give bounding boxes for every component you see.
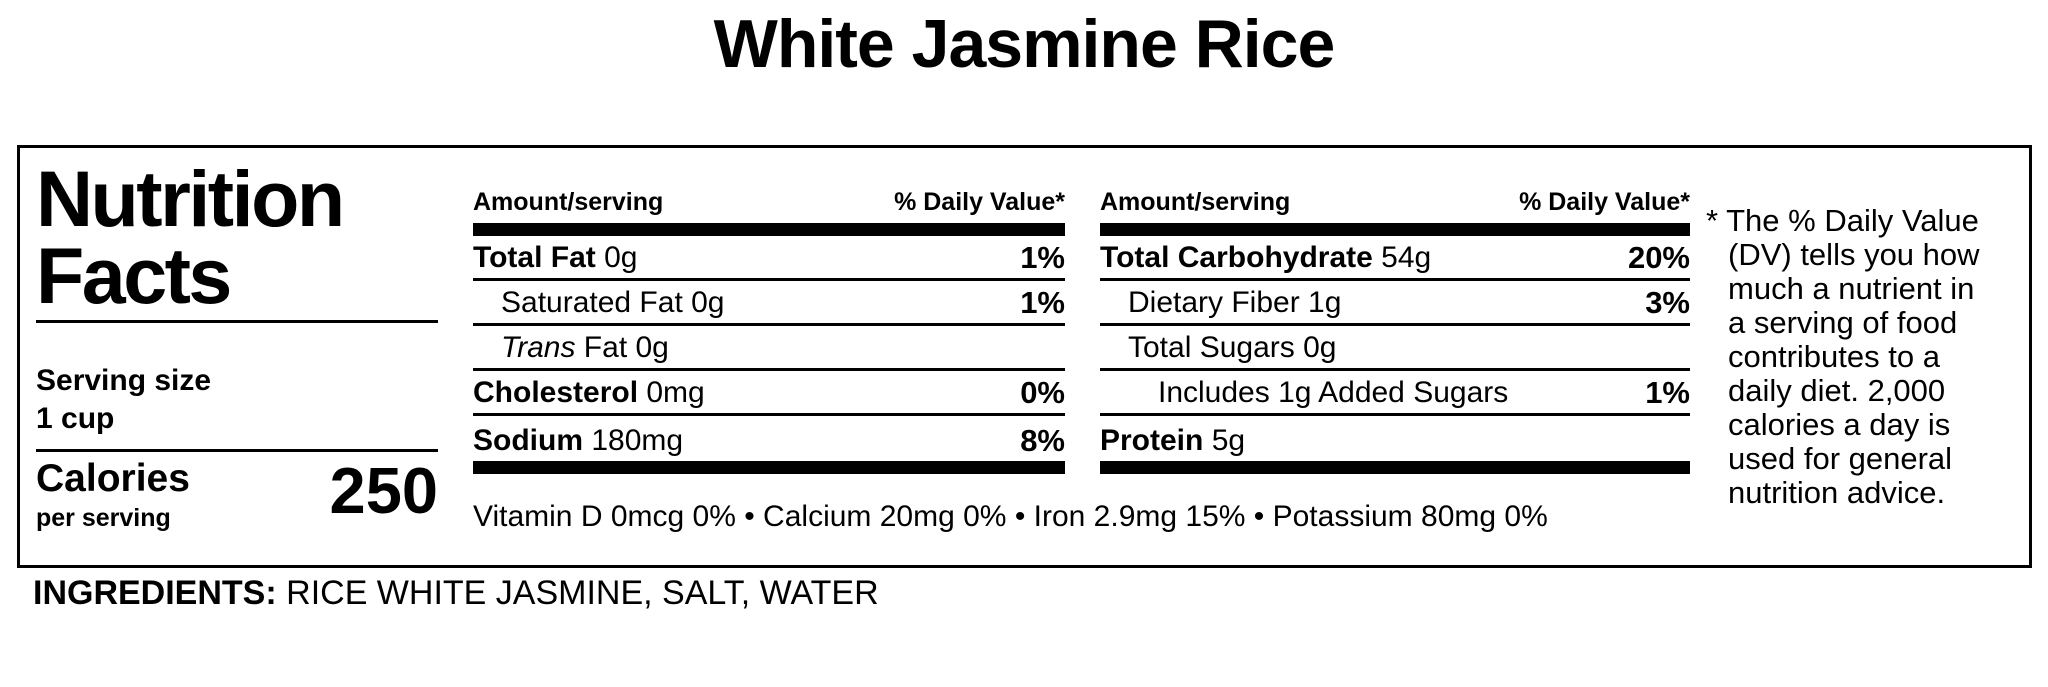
calories-label: Calories — [36, 457, 190, 500]
thick-bar — [1100, 223, 1690, 236]
dv-footnote: * The % Daily Value (DV) tells you how m… — [1706, 203, 1980, 510]
nutrient-name: Includes 1g Added Sugars — [1158, 376, 1509, 409]
vitamin-line: Vitamin D 0mcg 0% • Calcium 20mg 0% • Ir… — [473, 500, 1548, 533]
serving-size-value: 1 cup — [36, 402, 115, 435]
nutrient-name: Protein 5g — [1100, 424, 1246, 457]
thick-bar — [473, 223, 1065, 236]
nutrient-name: Total Sugars 0g — [1128, 331, 1337, 364]
nutrient-row-cholesterol: Cholesterol 0mg 0% — [473, 371, 1065, 416]
nutrient-row-total-carbohydrate: Total Carbohydrate 54g 20% — [1100, 236, 1690, 281]
ingredients-line: INGREDIENTS: RICE WHITE JASMINE, SALT, W… — [33, 574, 879, 612]
divider-rule — [36, 320, 438, 323]
amount-serving-header: Amount/serving — [1100, 188, 1291, 216]
nutrient-column-1: Amount/serving % Daily Value* Total Fat 0… — [473, 148, 1065, 565]
ingredients-label: INGREDIENTS: — [33, 574, 277, 612]
nutrient-rows: Total Fat 0g 1% Saturated Fat 0g 1% Trans … — [473, 236, 1065, 461]
column-header: Amount/serving % Daily Value* — [473, 148, 1065, 223]
thick-bar — [1100, 461, 1690, 474]
nutrient-dv: 1% — [1020, 285, 1065, 320]
serving-size-block: Serving size 1 cup — [36, 362, 211, 438]
heading-line-1: Nutrition — [36, 154, 345, 243]
column-header: Amount/serving % Daily Value* — [1100, 148, 1690, 223]
daily-value-header: % Daily Value* — [1519, 188, 1690, 216]
daily-value-header: % Daily Value* — [894, 188, 1065, 216]
heading-line-2: Facts — [36, 231, 232, 320]
nutrient-name: Total Carbohydrate 54g — [1100, 241, 1432, 274]
nutrition-label: Nutrition Facts Serving size 1 cup Calorie… — [17, 145, 2032, 568]
product-title: White Jasmine Rice — [713, 6, 1336, 82]
nutrient-row-trans-fat: Trans Fat 0g — [473, 326, 1065, 371]
nutrient-name: Total Fat 0g — [473, 241, 638, 274]
nutrient-dv: 1% — [1645, 375, 1690, 410]
nutrient-row-saturated-fat: Saturated Fat 0g 1% — [473, 281, 1065, 326]
serving-size-label: Serving size — [36, 364, 212, 397]
calories-value: 250 — [329, 454, 438, 527]
nutrient-column-2: Amount/serving % Daily Value* Total Carbo… — [1100, 148, 1690, 565]
nutrient-dv: 8% — [1020, 423, 1065, 458]
calories-sublabel: per serving — [36, 504, 171, 532]
amount-serving-header: Amount/serving — [473, 188, 664, 216]
ingredients-value: RICE WHITE JASMINE, SALT, WATER — [276, 574, 879, 612]
thick-bar — [473, 461, 1065, 474]
nutrient-name: Dietary Fiber 1g — [1128, 286, 1342, 319]
nutrient-dv: 20% — [1627, 240, 1690, 275]
nutrient-row-total-sugars: Total Sugars 0g — [1100, 326, 1690, 371]
nutrient-row-added-sugars: Includes 1g Added Sugars 1% — [1100, 371, 1690, 416]
nutrient-row-total-fat: Total Fat 0g 1% — [473, 236, 1065, 281]
nutrient-name: Sodium 180mg — [473, 424, 684, 457]
divider-rule — [36, 449, 438, 452]
nutrient-name: Cholesterol 0mg — [473, 376, 705, 409]
nutrition-facts-heading: Nutrition Facts — [36, 154, 345, 320]
nutrient-name: Trans Fat 0g — [501, 331, 669, 364]
nutrient-row-sodium: Sodium 180mg 8% — [473, 416, 1065, 461]
nutrient-dv: 0% — [1020, 375, 1065, 410]
nutrient-dv: 1% — [1020, 240, 1065, 275]
nutrient-dv: 3% — [1645, 285, 1690, 320]
nutrient-row-dietary-fiber: Dietary Fiber 1g 3% — [1100, 281, 1690, 326]
nutrition-facts-panel: Nutrition Facts Serving size 1 cup Calorie… — [36, 148, 438, 565]
nutrient-name: Saturated Fat 0g — [501, 286, 725, 319]
nutrient-rows: Total Carbohydrate 54g 20% Dietary Fiber … — [1100, 236, 1690, 461]
nutrient-row-protein: Protein 5g — [1100, 416, 1690, 461]
